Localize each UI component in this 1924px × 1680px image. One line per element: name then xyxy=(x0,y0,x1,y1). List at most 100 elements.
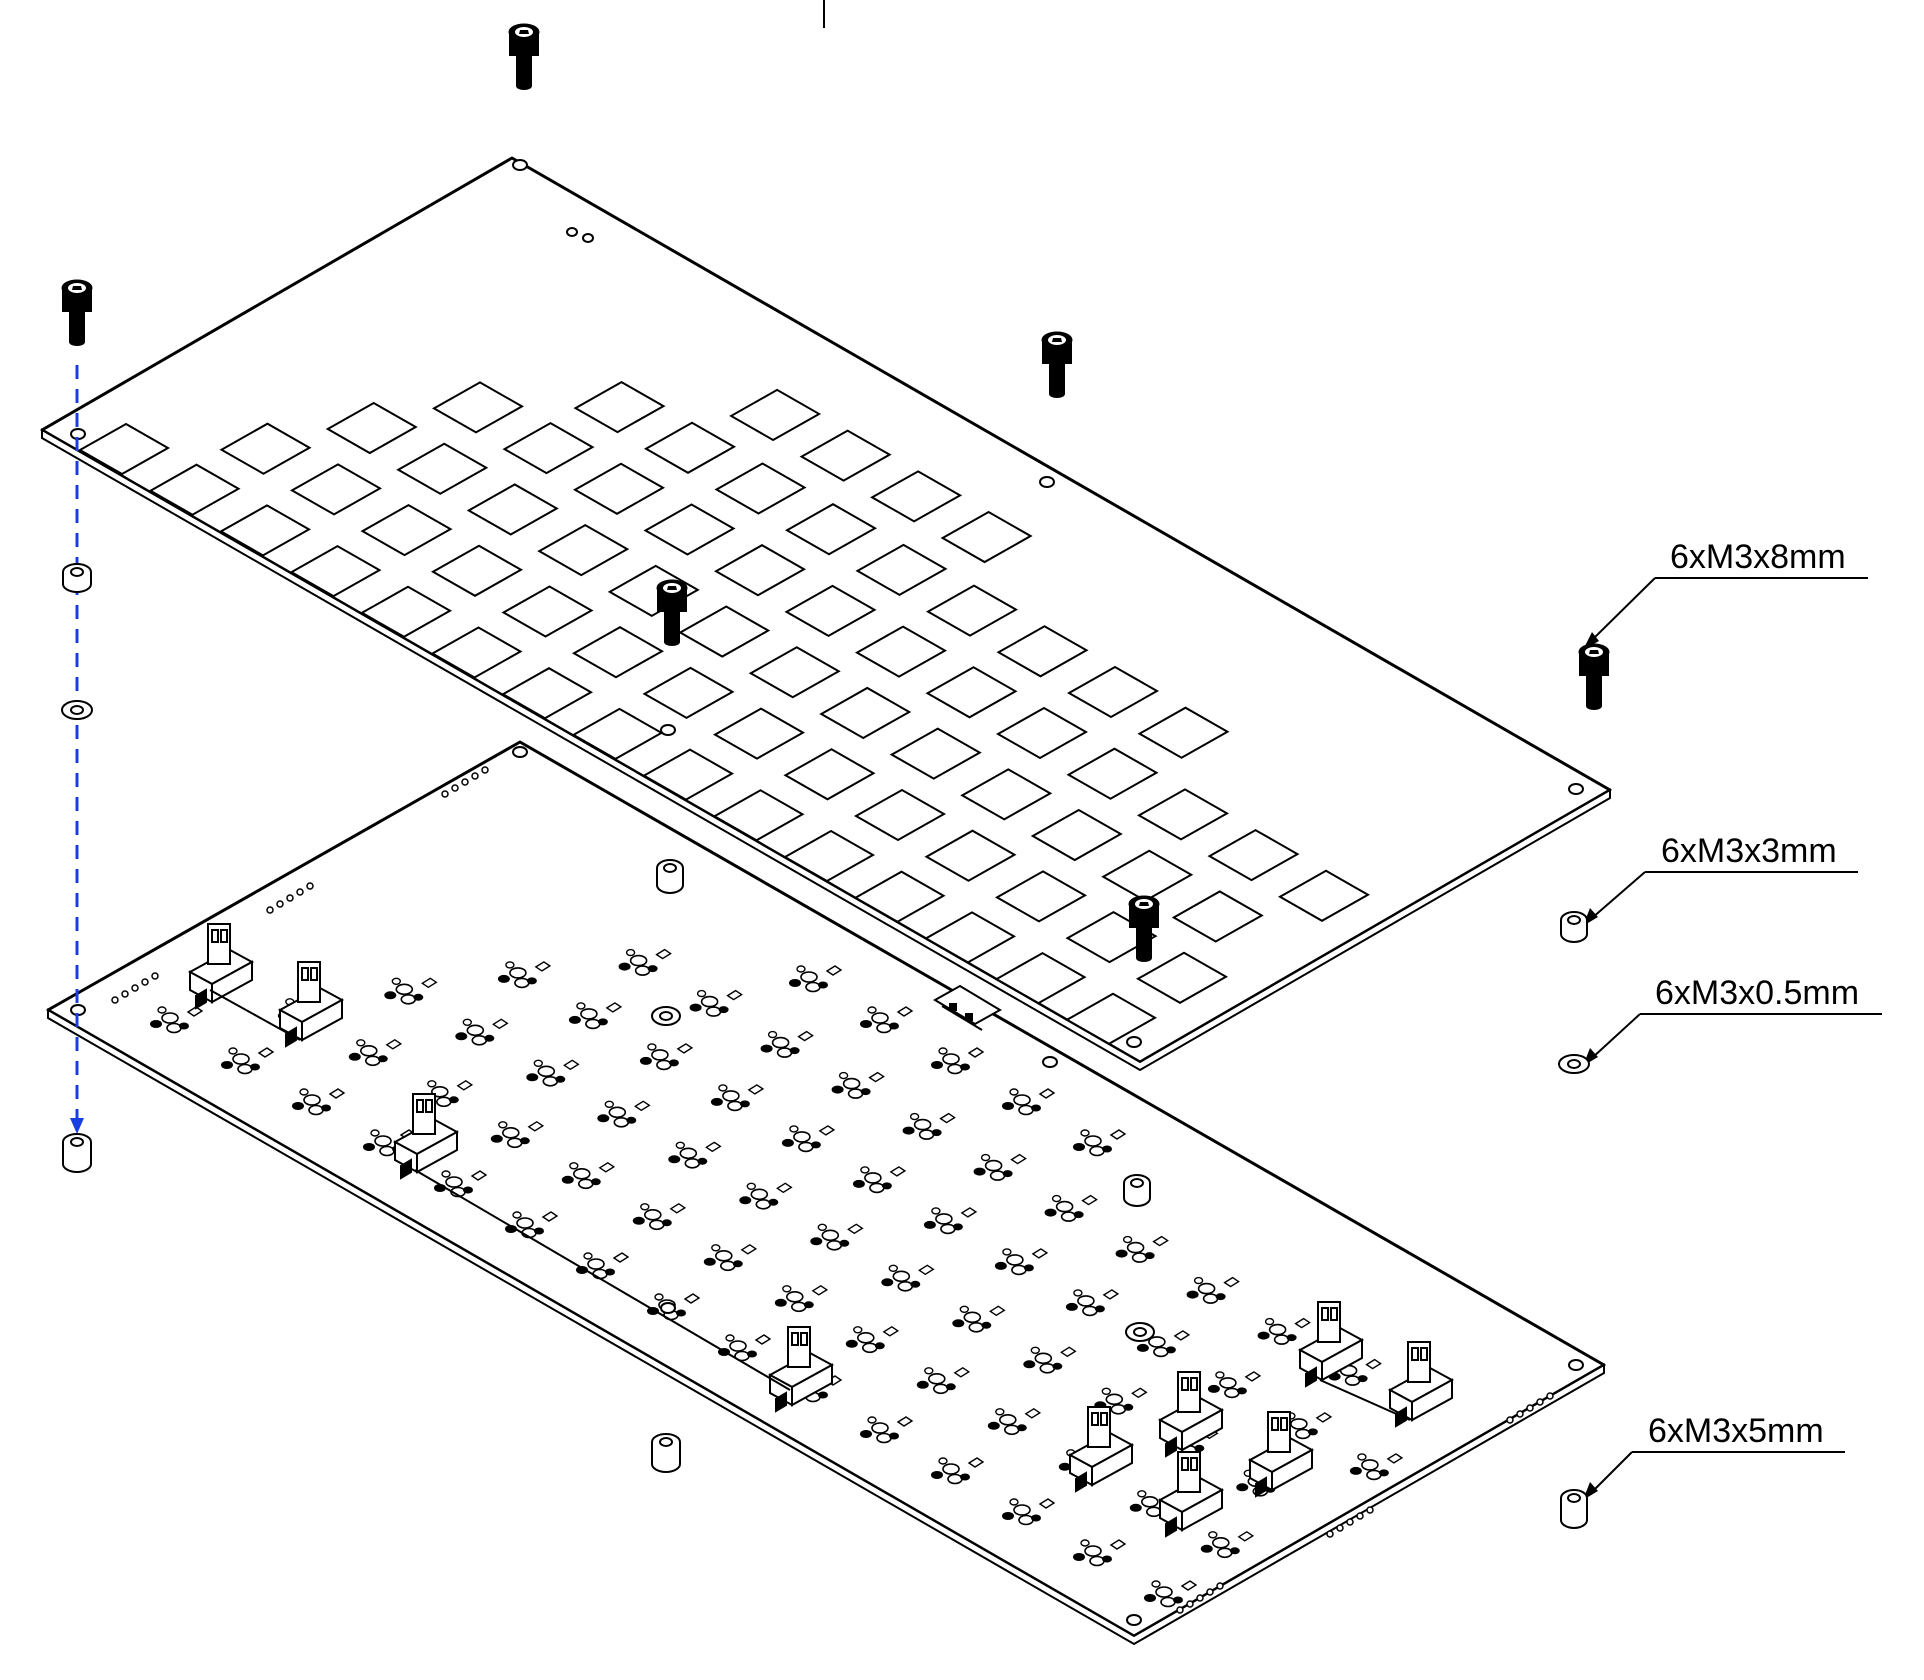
plate-key-cutout xyxy=(923,911,1017,964)
switch-footprint xyxy=(718,1334,772,1362)
plate-key-cutout xyxy=(430,544,524,597)
plate-key-cutout xyxy=(431,381,525,434)
switch-footprint xyxy=(881,1264,935,1292)
switch-footprint xyxy=(1136,1330,1191,1358)
plate-key-cutout xyxy=(924,829,1017,882)
stabilizer xyxy=(767,1326,835,1413)
switch-footprint xyxy=(1349,1453,1404,1481)
plate-key-cutout xyxy=(1171,890,1264,943)
switch-footprint xyxy=(739,1182,793,1210)
callout-washer-part xyxy=(1558,1054,1590,1074)
left-washer xyxy=(61,700,93,720)
stabilizer xyxy=(187,923,255,1010)
switch-footprint xyxy=(1002,1498,1056,1526)
callout-washer: 6xM3x0.5mm xyxy=(1583,974,1882,1066)
pcb-switch-footprints xyxy=(150,948,1404,1608)
switch-footprint xyxy=(505,1211,559,1239)
plate-key-cutout xyxy=(396,442,489,495)
plate-key-cutout xyxy=(712,707,806,760)
plate-key-cutout xyxy=(714,462,807,515)
switch-footprint xyxy=(774,1284,829,1313)
plate-key-cutout xyxy=(643,503,736,556)
plate-key-cutout xyxy=(643,421,737,474)
plate-key-cutout xyxy=(799,429,892,482)
plate-key-cutout xyxy=(855,543,948,597)
callout-washer-label: 6xM3x0.5mm xyxy=(1655,974,1859,1012)
plate-key-cutout xyxy=(1030,808,1123,862)
switch-footprint xyxy=(931,1047,985,1075)
switch-footprint xyxy=(710,1084,765,1112)
switch-footprint xyxy=(852,1166,907,1194)
switch-footprint xyxy=(490,1120,545,1149)
plate-key-cutout xyxy=(537,523,630,577)
plate-key-cutout xyxy=(500,667,594,720)
stabilizer xyxy=(1067,1406,1135,1493)
switch-footprint xyxy=(150,1006,204,1034)
switch-footprint xyxy=(831,1071,885,1099)
switch-footprint xyxy=(1044,1194,1098,1222)
plate-key-cutout xyxy=(870,470,963,523)
plate-key-cutout xyxy=(925,666,1018,719)
switch-footprint xyxy=(384,977,438,1005)
stabilizer xyxy=(277,961,345,1048)
plate-key-cutout xyxy=(712,789,805,842)
switch-footprint xyxy=(1115,1235,1169,1263)
plate-key-cutout xyxy=(325,401,418,455)
stabilizer xyxy=(1297,1301,1365,1388)
stabilizer xyxy=(392,1093,460,1180)
stabilizer xyxy=(1157,1451,1225,1538)
plate-key-cutout xyxy=(1101,849,1194,902)
plate-key-cutout xyxy=(995,706,1089,760)
plate-switch-cutouts xyxy=(77,380,1371,1045)
switch-footprint xyxy=(931,1457,985,1485)
callout-standoff-short: 6xM3x3mm xyxy=(1583,832,1858,926)
plate-key-cutout xyxy=(502,421,595,475)
plate-key-cutout xyxy=(996,625,1089,678)
callout-standoff-long: 6xM3x5mm xyxy=(1583,1412,1845,1500)
switch-footprint xyxy=(1023,1346,1077,1374)
plate-key-cutout xyxy=(571,626,665,679)
switch-footprint xyxy=(1002,1088,1056,1116)
switch-footprint xyxy=(597,1100,651,1128)
switch-footprint xyxy=(1065,1289,1120,1317)
plate-key-cutout xyxy=(784,503,878,556)
switch-footprint xyxy=(860,1006,914,1034)
callout-screw-label: 6xM3x8mm xyxy=(1670,538,1846,576)
switch-footprint xyxy=(952,1305,1006,1333)
switch-footprint xyxy=(1207,1371,1262,1399)
plate-key-cutout xyxy=(289,544,382,598)
plate-key-cutout xyxy=(642,666,735,720)
plate-key-cutout xyxy=(466,483,559,536)
plate-key-cutout xyxy=(1064,992,1158,1045)
plate-key-cutout xyxy=(994,951,1087,1005)
switch-footprint xyxy=(760,1030,814,1058)
callout-standoff-long-part xyxy=(1560,1489,1588,1529)
switch-footprint xyxy=(618,948,672,976)
callout-standoff-short-part xyxy=(1560,911,1588,943)
plate-key-cutout xyxy=(960,768,1053,821)
plate-key-cutout xyxy=(148,463,241,516)
screw xyxy=(61,279,93,346)
switch-footprint xyxy=(1094,1387,1148,1415)
callout-standoff-short-label: 6xM3x3mm xyxy=(1661,832,1837,870)
switch-footprint xyxy=(845,1325,900,1354)
plate-key-cutout xyxy=(1136,788,1230,841)
plate-key-cutout xyxy=(1066,665,1160,719)
plate-key-cutout xyxy=(784,584,877,638)
usb-connector xyxy=(933,984,1002,1031)
pcb-washer xyxy=(651,1006,1155,1342)
bottom-standoff xyxy=(651,1433,681,1473)
switch-footprint xyxy=(703,1243,758,1272)
stabilizer xyxy=(1157,1371,1225,1458)
switch-footprint xyxy=(434,1170,488,1198)
callout-screw: 6xM3x8mm xyxy=(1583,538,1868,650)
plate-key-cutout xyxy=(994,870,1088,923)
switch-footprint xyxy=(1073,1539,1127,1567)
plate-key-cutout xyxy=(1066,747,1159,800)
plate-key-cutout xyxy=(359,585,453,638)
switch-footprint xyxy=(1073,1129,1127,1157)
screw xyxy=(1578,643,1610,710)
switch-footprint xyxy=(1144,1580,1198,1608)
switch-footprint xyxy=(810,1223,864,1251)
switch-footprint xyxy=(568,1002,623,1030)
